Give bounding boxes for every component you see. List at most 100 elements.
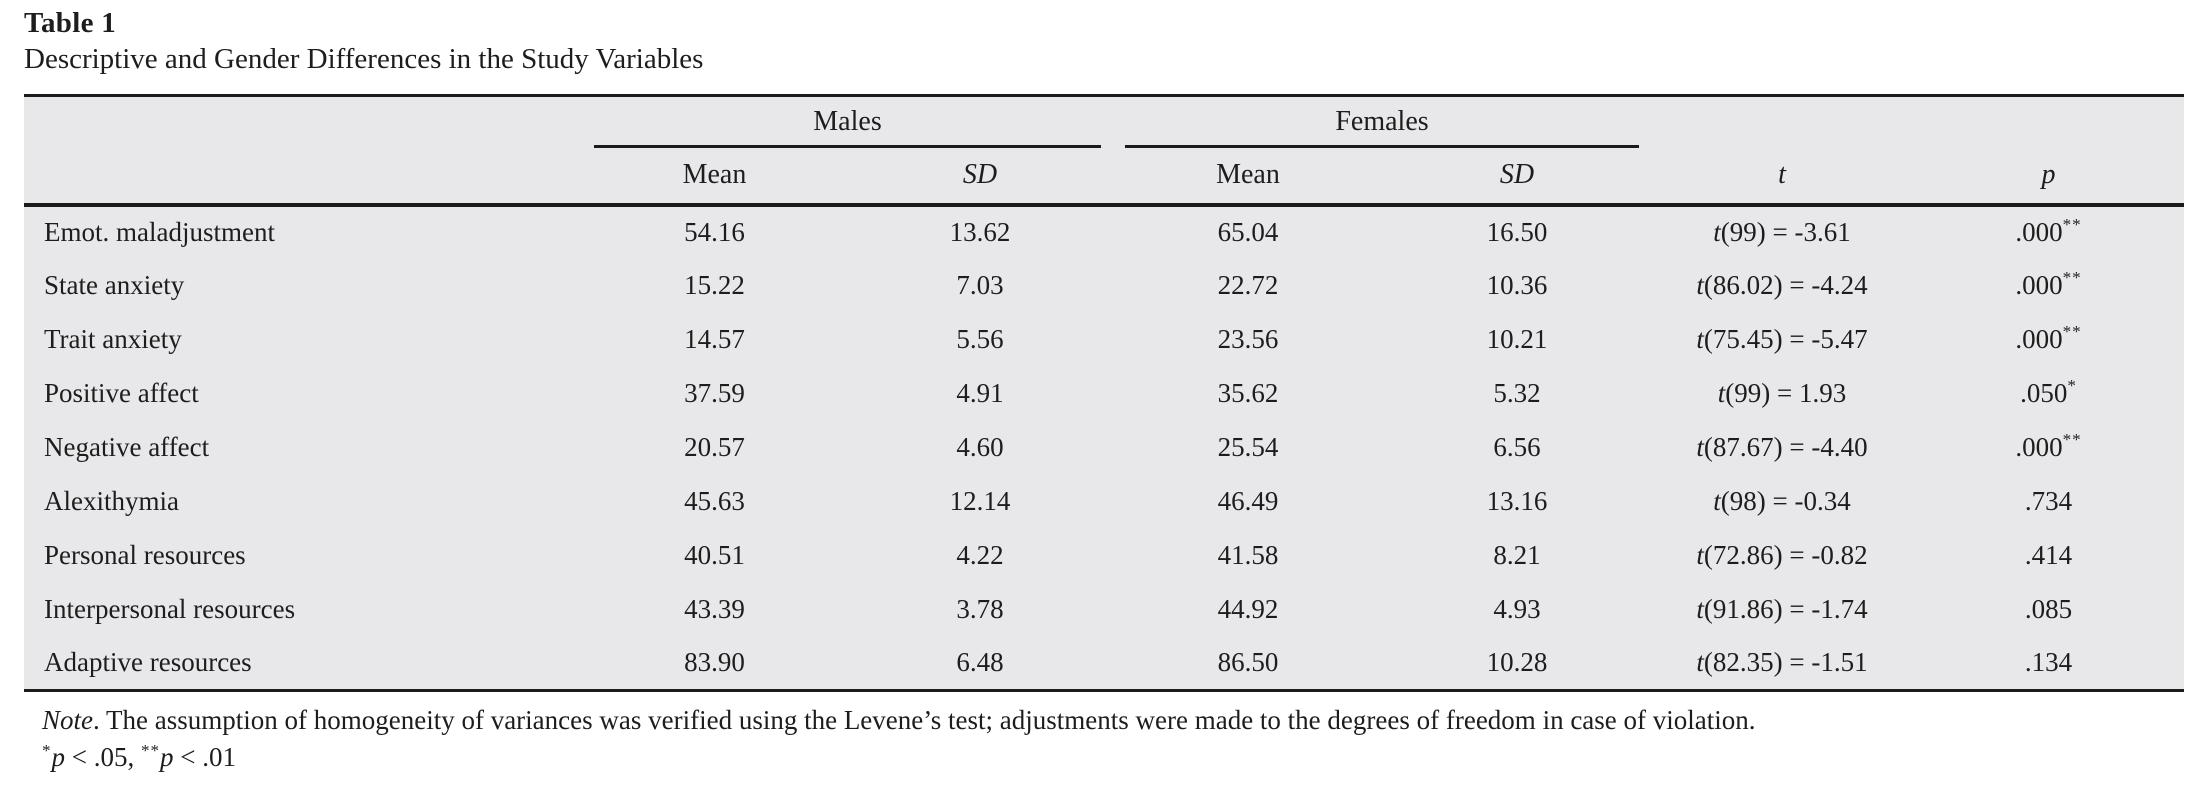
note-text: . The assumption of homogeneity of varia… <box>93 705 1756 736</box>
cell-females-sd: 8.21 <box>1493 540 1541 571</box>
cell-females-mean: 44.92 <box>1217 594 1279 625</box>
p-value: .000 <box>2015 217 2063 248</box>
table-row: Personal resources 40.51 4.22 41.58 8.21… <box>24 529 2184 583</box>
cell-males-mean: 45.63 <box>684 486 745 517</box>
cell-p-value: .734 <box>1913 475 2184 529</box>
cell-variable: Adaptive resources <box>44 647 252 678</box>
cell-females-sd: 10.36 <box>1486 270 1548 301</box>
cell-males-mean: 37.59 <box>684 378 745 409</box>
sub-header-row: Mean SD Mean SD t p <box>24 148 2184 205</box>
t-stat-value: t(86.02) = -4.24 <box>1696 270 1868 301</box>
cell-males-mean: 14.57 <box>684 324 745 355</box>
table-row: Negative affect 20.57 4.60 25.54 6.56 t(… <box>24 421 2184 475</box>
cell-t-stat: t(86.02) = -4.24 <box>1651 259 1913 313</box>
significance-stars: ** <box>2062 430 2082 450</box>
t-stat-value: t(98) = -0.34 <box>1713 486 1851 517</box>
cell-males-mean: 20.57 <box>684 432 745 463</box>
cell-t-stat: t(75.45) = -5.47 <box>1651 313 1913 367</box>
group-header-row: Males Females <box>24 96 2184 148</box>
cell-males-mean: 54.16 <box>684 217 745 248</box>
cell-females-sd: 10.28 <box>1486 647 1548 678</box>
significance-stars: ** <box>2062 215 2082 235</box>
cell-females-sd: 6.56 <box>1493 432 1541 463</box>
t-stat-value: t(87.67) = -4.40 <box>1696 432 1868 463</box>
cell-t-stat: t(99) = 1.93 <box>1651 367 1913 421</box>
t-header: t <box>1778 159 1786 191</box>
table-row: Trait anxiety 14.57 5.56 23.56 10.21 t(7… <box>24 313 2184 367</box>
table-note: Note. The assumption of homogeneity of v… <box>42 704 2184 738</box>
table-row: Emot. maladjustment 54.16 13.62 65.04 16… <box>24 205 2184 259</box>
females-mean-header: Mean <box>1216 159 1280 191</box>
table-row: Adaptive resources 83.90 6.48 86.50 10.2… <box>24 637 2184 691</box>
cell-males-sd: 7.03 <box>956 270 1004 301</box>
p-symbol: p <box>51 741 66 772</box>
p-value: .000 <box>2015 270 2063 301</box>
cell-females-mean: 65.04 <box>1217 217 1279 248</box>
cell-p-value: .000** <box>1913 259 2184 313</box>
females-group-header: Females <box>1113 96 1651 148</box>
p-symbol: p <box>159 741 174 772</box>
table-row: Interpersonal resources 43.39 3.78 44.92… <box>24 583 2184 637</box>
cell-females-sd: 16.50 <box>1486 217 1548 248</box>
cell-variable: Negative affect <box>44 432 210 463</box>
cell-males-sd: 6.48 <box>956 647 1004 678</box>
cell-males-mean: 43.39 <box>684 594 745 625</box>
cell-females-mean: 23.56 <box>1217 324 1279 355</box>
t-stat-value: t(72.86) = -0.82 <box>1696 540 1868 571</box>
females-group-label: Females <box>1125 106 1639 148</box>
cell-variable: Trait anxiety <box>44 324 182 355</box>
p-value: .734 <box>2024 486 2073 517</box>
cell-males-mean: 40.51 <box>684 540 745 571</box>
cell-males-sd: 3.78 <box>956 594 1004 625</box>
t-stat-value: t(99) = 1.93 <box>1717 378 1847 409</box>
cell-t-stat: t(82.35) = -1.51 <box>1651 637 1913 691</box>
cell-females-mean: 35.62 <box>1217 378 1279 409</box>
table-row: State anxiety 15.22 7.03 22.72 10.36 t(8… <box>24 259 2184 313</box>
cell-variable: State anxiety <box>44 270 185 301</box>
note-label: Note <box>42 705 93 736</box>
cell-females-sd: 13.16 <box>1486 486 1548 517</box>
significance-stars: * <box>2067 376 2077 396</box>
cell-variable: Emot. maladjustment <box>44 217 275 248</box>
cell-males-sd: 5.56 <box>956 324 1004 355</box>
cell-variable: Positive affect <box>44 378 199 409</box>
cell-t-stat: t(87.67) = -4.40 <box>1651 421 1913 475</box>
cell-males-sd: 13.62 <box>949 217 1011 248</box>
cell-p-value: .000** <box>1913 313 2184 367</box>
p-value: .000 <box>2015 432 2063 463</box>
t-column-spacer <box>1651 96 1913 148</box>
cell-females-sd: 4.93 <box>1493 594 1541 625</box>
males-sd-header: SD <box>962 159 998 191</box>
cell-males-sd: 4.91 <box>956 378 1004 409</box>
variable-column-header <box>24 148 582 205</box>
significance-stars: ** <box>2062 322 2082 342</box>
cell-t-stat: t(99) = -3.61 <box>1651 205 1913 259</box>
cell-variable: Alexithymia <box>44 486 179 517</box>
threshold-01: < .01 <box>173 741 236 772</box>
p-value: .134 <box>2024 647 2073 678</box>
cell-t-stat: t(91.86) = -1.74 <box>1651 583 1913 637</box>
table-number: Table 1 <box>24 7 117 39</box>
cell-males-mean: 15.22 <box>684 270 745 301</box>
cell-males-sd: 12.14 <box>949 486 1011 517</box>
cell-variable: Interpersonal resources <box>44 594 296 625</box>
cell-females-mean: 25.54 <box>1217 432 1279 463</box>
table-caption: Descriptive and Gender Differences in th… <box>24 42 704 75</box>
cell-p-value: .050* <box>1913 367 2184 421</box>
t-stat-value: t(91.86) = -1.74 <box>1696 594 1868 625</box>
corner-empty-cell <box>24 96 582 148</box>
males-mean-header: Mean <box>682 159 747 191</box>
one-star: * <box>42 740 52 760</box>
significance-stars: ** <box>2062 268 2082 288</box>
results-table: Males Females Mean SD Mean SD t p Emot. … <box>24 94 2184 693</box>
table-row: Alexithymia 45.63 12.14 46.49 13.16 t(98… <box>24 475 2184 529</box>
p-value: .050 <box>2020 378 2068 409</box>
cell-females-sd: 5.32 <box>1493 378 1541 409</box>
cell-p-value: .000** <box>1913 421 2184 475</box>
cell-variable: Personal resources <box>44 540 246 571</box>
threshold-05: < .05, <box>65 741 141 772</box>
males-group-header: Males <box>582 96 1113 148</box>
t-stat-value: t(75.45) = -5.47 <box>1696 324 1868 355</box>
cell-females-mean: 41.58 <box>1217 540 1279 571</box>
